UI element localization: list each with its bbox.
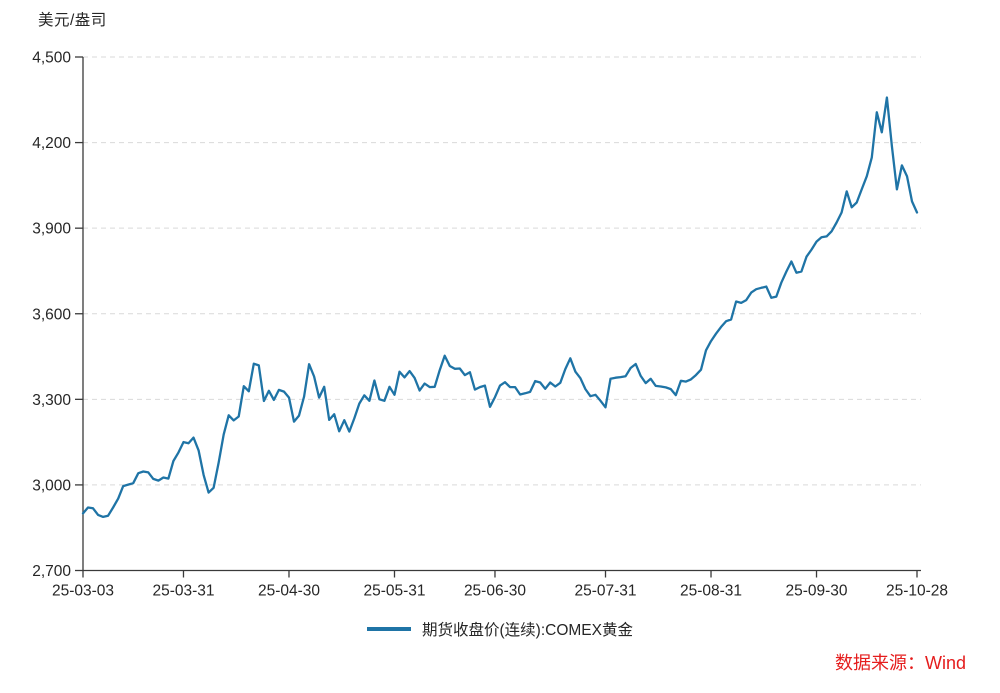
x-tick-label: 25-09-30 [785,583,847,600]
x-tick-label: 25-10-28 [886,583,948,600]
legend: 期货收盘价(连续):COMEX黄金 [0,618,1000,640]
x-tick-label: 25-05-31 [363,583,425,600]
legend-series-label: 期货收盘价(连续):COMEX黄金 [422,622,633,639]
legend-line-swatch-icon [367,627,412,631]
x-tick-label: 25-08-31 [680,583,742,600]
y-tick-label: 4,200 [32,135,71,152]
y-tick-label: 4,500 [32,50,71,67]
y-tick-label: 3,900 [32,221,71,238]
x-tick-label: 25-06-30 [464,583,526,600]
y-tick-label: 3,600 [32,306,71,323]
y-tick-label: 2,700 [32,563,71,580]
series-line [81,96,919,519]
x-tick-label: 25-04-30 [258,583,320,600]
y-tick-label: 3,300 [32,392,71,409]
price-line-chart: 2,700 3,000 3,300 3,600 3,900 4,200 4,500 25-03… [32,50,948,600]
x-tick-label: 25-07-31 [574,583,636,600]
y-axis-unit-label: 美元/盎司 [38,12,107,29]
x-tick-label: 25-03-31 [152,583,214,600]
x-tick-label: 25-03-03 [52,583,114,600]
y-tick-label: 3,000 [32,477,71,494]
data-source-label: 数据来源：Wind [834,653,966,673]
